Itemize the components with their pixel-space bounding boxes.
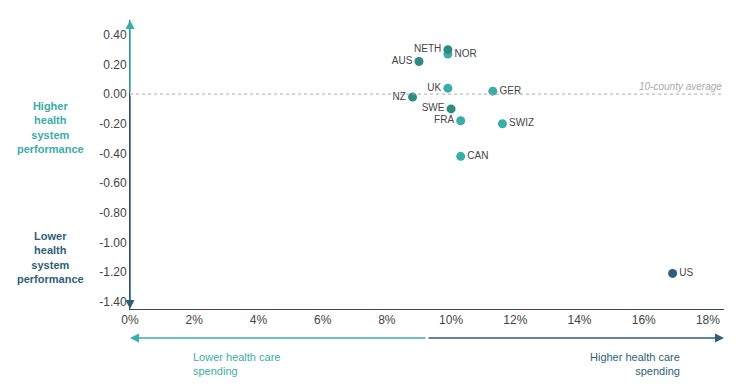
svg-text:NETH: NETH (414, 43, 441, 54)
svg-text:0.20: 0.20 (103, 58, 127, 72)
svg-text:0%: 0% (121, 313, 139, 327)
svg-text:16%: 16% (632, 313, 656, 327)
svg-text:14%: 14% (567, 313, 591, 327)
svg-text:4%: 4% (250, 313, 268, 327)
svg-text:Lower health carespending: Lower health carespending (193, 351, 280, 377)
svg-text:18%: 18% (696, 313, 720, 327)
svg-text:AUS: AUS (392, 55, 413, 66)
svg-text:0.00: 0.00 (103, 87, 127, 101)
svg-text:NZ: NZ (393, 91, 406, 102)
svg-text:Higherhealthsystemperformance: Higherhealthsystemperformance (17, 100, 84, 155)
svg-text:-1.00: -1.00 (99, 236, 127, 250)
svg-text:6%: 6% (314, 313, 332, 327)
svg-text:Higher health carespending: Higher health carespending (590, 351, 680, 377)
svg-text:-0.20: -0.20 (99, 117, 127, 131)
svg-text:-1.20: -1.20 (99, 265, 127, 279)
svg-text:10-county average: 10-county average (639, 81, 722, 92)
svg-text:2%: 2% (186, 313, 204, 327)
svg-text:US: US (679, 267, 693, 278)
svg-text:Lowerhealthsystemperformance: Lowerhealthsystemperformance (17, 230, 84, 285)
svg-text:FRA: FRA (434, 114, 454, 125)
svg-text:10%: 10% (439, 313, 463, 327)
svg-text:SWE: SWE (422, 102, 445, 113)
svg-text:GER: GER (499, 85, 521, 96)
svg-text:-0.40: -0.40 (99, 147, 127, 161)
svg-text:0.40: 0.40 (103, 28, 127, 42)
svg-text:UK: UK (427, 82, 441, 93)
svg-text:CAN: CAN (467, 150, 488, 161)
svg-text:8%: 8% (378, 313, 396, 327)
svg-text:NOR: NOR (454, 48, 476, 59)
svg-text:12%: 12% (503, 313, 527, 327)
svg-text:-1.40: -1.40 (99, 295, 127, 309)
svg-text:-0.80: -0.80 (99, 206, 127, 220)
svg-text:SWIZ: SWIZ (509, 117, 534, 128)
svg-text:-0.60: -0.60 (99, 176, 127, 190)
